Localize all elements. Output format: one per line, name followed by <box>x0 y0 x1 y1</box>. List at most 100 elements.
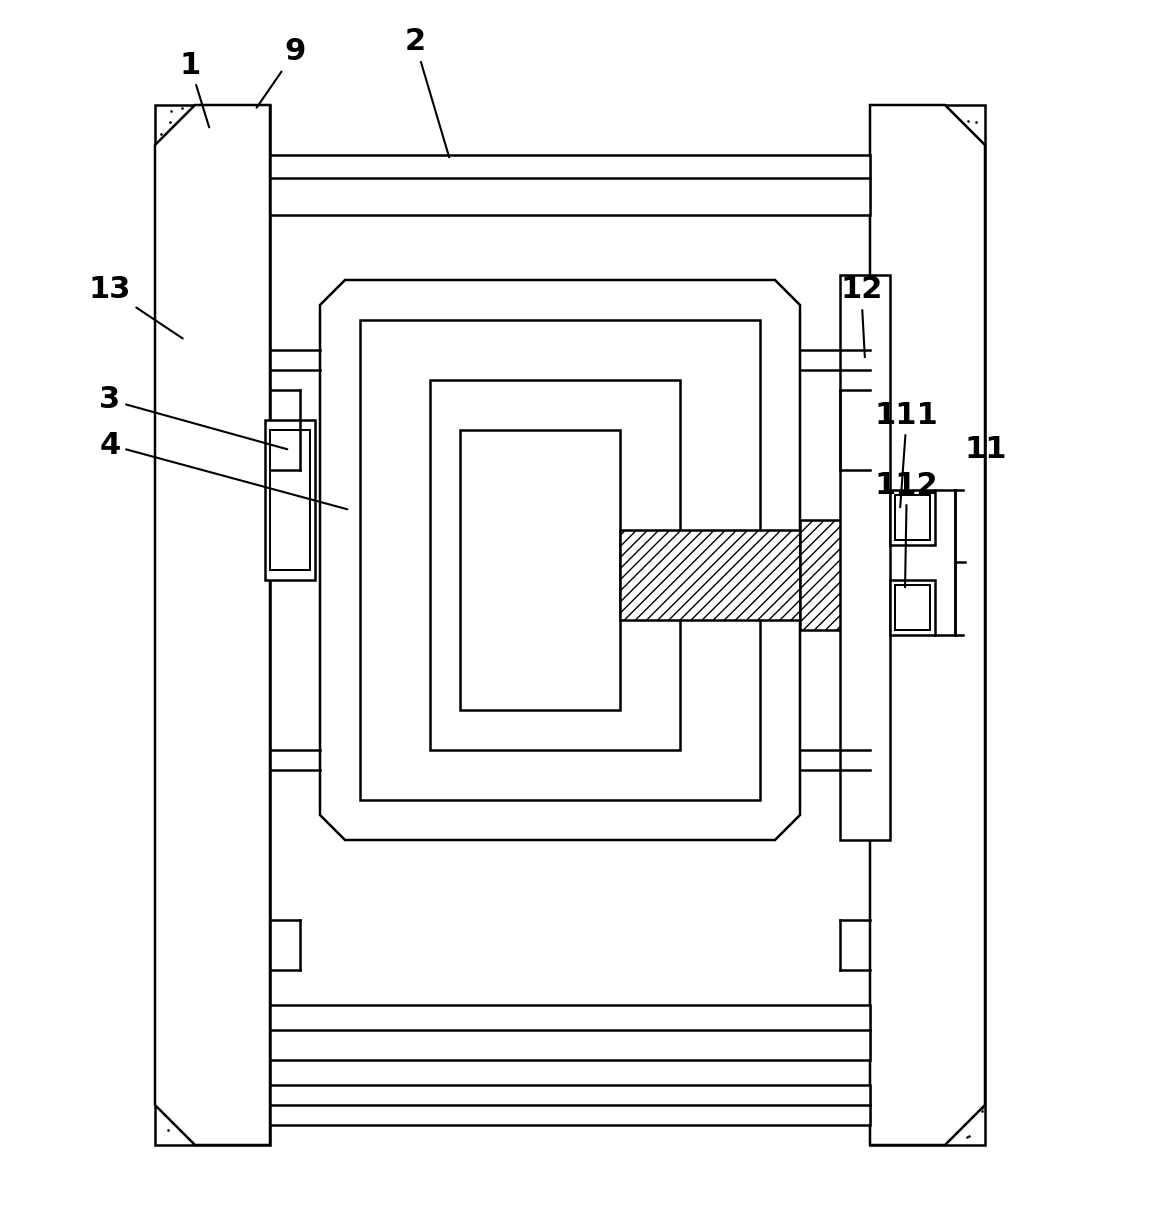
Point <box>879 558 898 578</box>
Point <box>939 259 957 279</box>
Point <box>879 774 898 794</box>
Point <box>877 1057 895 1077</box>
Point <box>228 490 247 510</box>
Point <box>159 441 178 461</box>
Point <box>954 767 973 787</box>
Point <box>227 229 245 248</box>
Point <box>927 1110 946 1129</box>
Point <box>941 583 960 602</box>
Point <box>959 111 977 130</box>
Point <box>217 1085 236 1105</box>
Point <box>872 988 891 1008</box>
Point <box>936 128 955 147</box>
Point <box>970 959 989 978</box>
Point <box>955 388 974 408</box>
Point <box>228 1067 247 1086</box>
Point <box>182 812 201 832</box>
Text: 9: 9 <box>256 38 305 108</box>
Point <box>248 590 267 610</box>
Point <box>257 973 276 993</box>
Point <box>175 376 194 396</box>
Point <box>888 390 907 409</box>
Point <box>256 136 275 156</box>
Point <box>219 993 237 1013</box>
Point <box>158 1121 177 1141</box>
Point <box>180 337 199 356</box>
Point <box>967 112 985 132</box>
Point <box>942 810 961 830</box>
Point <box>175 964 194 983</box>
Point <box>229 262 248 281</box>
Point <box>251 337 270 356</box>
Point <box>200 211 219 231</box>
Point <box>224 571 243 591</box>
Point <box>174 251 193 270</box>
Point <box>895 587 914 607</box>
Point <box>210 916 229 935</box>
Point <box>948 728 967 747</box>
Point <box>928 672 947 692</box>
Point <box>869 696 887 715</box>
Point <box>161 591 180 611</box>
Point <box>906 229 925 248</box>
Point <box>220 720 238 740</box>
Point <box>247 1041 265 1061</box>
Point <box>866 984 885 1004</box>
Point <box>217 871 236 891</box>
Text: 2: 2 <box>404 27 449 157</box>
Point <box>891 488 909 508</box>
Point <box>890 415 908 435</box>
Point <box>196 612 215 632</box>
Point <box>878 887 897 907</box>
Point <box>887 850 906 870</box>
Point <box>242 525 261 544</box>
Point <box>912 402 931 422</box>
Point <box>967 886 985 906</box>
Point <box>244 1027 263 1047</box>
Point <box>885 687 904 707</box>
Point <box>890 369 908 388</box>
Point <box>907 433 926 452</box>
Point <box>888 144 907 163</box>
Point <box>152 644 171 664</box>
Point <box>238 607 257 627</box>
Polygon shape <box>620 530 800 619</box>
Point <box>899 436 918 456</box>
Point <box>196 1048 215 1068</box>
Point <box>213 939 231 959</box>
Point <box>230 846 249 865</box>
Point <box>954 380 973 399</box>
Point <box>915 886 934 906</box>
Point <box>210 465 229 484</box>
Point <box>153 1074 172 1094</box>
Point <box>919 179 938 199</box>
Point <box>206 793 224 812</box>
Point <box>954 399 973 419</box>
Point <box>251 623 270 643</box>
Point <box>947 1023 966 1042</box>
Point <box>217 735 236 755</box>
Point <box>956 147 975 167</box>
Point <box>953 393 971 413</box>
Point <box>195 519 214 538</box>
Point <box>181 1042 200 1062</box>
Point <box>971 458 990 478</box>
Point <box>971 1016 990 1036</box>
Point <box>191 1010 209 1030</box>
Point <box>960 1106 978 1126</box>
Point <box>959 1094 977 1113</box>
Point <box>217 991 236 1010</box>
Point <box>151 257 170 277</box>
Point <box>253 199 271 219</box>
Point <box>248 913 267 933</box>
Point <box>916 967 935 987</box>
Point <box>226 966 244 986</box>
Point <box>909 569 928 589</box>
Point <box>186 558 205 578</box>
Point <box>167 686 186 705</box>
Point <box>953 291 971 311</box>
Point <box>194 291 213 311</box>
Point <box>253 538 271 558</box>
Point <box>881 281 900 301</box>
Point <box>964 311 983 331</box>
